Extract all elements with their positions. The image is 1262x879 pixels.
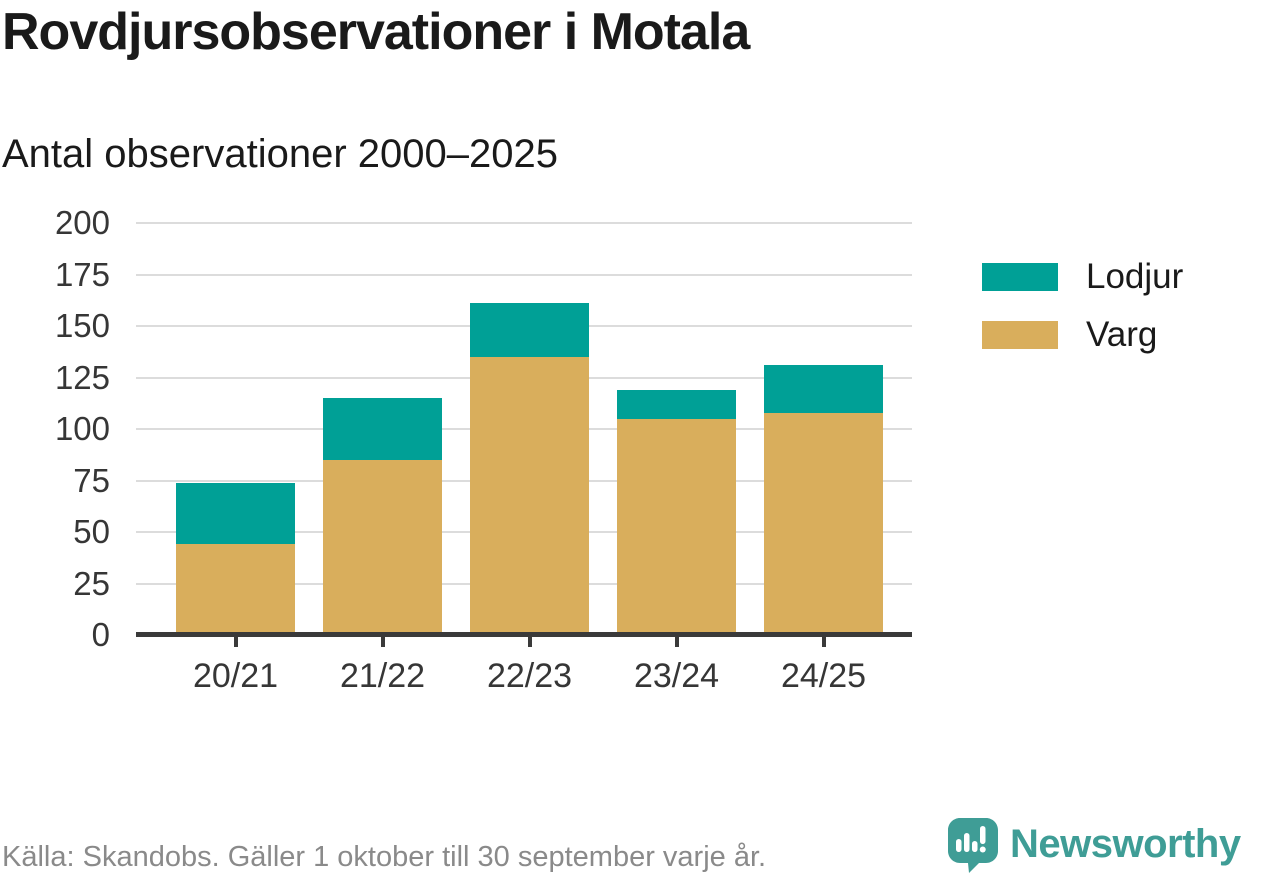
bar-segment-lodjur <box>176 482 295 545</box>
x-axis-tick-label: 23/24 <box>633 657 720 695</box>
source-note: Källa: Skandobs. Gäller 1 oktober till 3… <box>2 841 767 873</box>
legend-swatch-lodjur <box>982 262 1058 291</box>
chart-title: Rovdjursobservationer i Motala <box>2 3 750 61</box>
bar-segment-lodjur <box>323 398 442 460</box>
x-axis-tick-label: 20/21 <box>192 657 279 695</box>
bar-24-25 <box>764 365 883 635</box>
y-axis-tick-label: 50 <box>73 513 110 550</box>
legend-label: Varg <box>1086 314 1158 354</box>
legend: Lodjur Varg <box>982 257 1183 378</box>
bar-segment-varg <box>323 459 442 635</box>
y-gridline <box>136 222 912 224</box>
y-axis-tick-label: 100 <box>54 410 110 447</box>
bar-segment-varg <box>617 418 736 635</box>
newsworthy-logo: Newsworthy <box>948 818 1241 874</box>
bar-segment-varg <box>764 412 883 635</box>
y-axis-tick-label: 0 <box>91 616 110 653</box>
bar-segment-lodjur <box>470 303 589 357</box>
x-axis-tick-label: 22/23 <box>486 657 573 695</box>
x-axis-tick-label: 21/22 <box>339 657 426 695</box>
x-axis-tick <box>527 637 532 647</box>
y-axis-tick-label: 75 <box>73 461 110 499</box>
bar-21-22 <box>323 398 442 635</box>
x-axis-line <box>136 632 912 637</box>
y-axis-tick-label: 150 <box>54 307 110 344</box>
legend-item-varg: Varg <box>982 315 1183 354</box>
x-axis-tick <box>674 637 679 647</box>
x-axis-tick-label: 24/25 <box>780 657 867 695</box>
bar-segment-varg <box>470 356 589 635</box>
brand-wordmark: Newsworthy <box>1010 822 1241 866</box>
x-axis-tick <box>821 637 826 647</box>
y-axis-tick-label: 200 <box>54 204 110 241</box>
x-axis-tick <box>380 637 385 647</box>
y-gridline <box>136 273 912 276</box>
legend-swatch-varg <box>982 320 1058 349</box>
bar-20-21 <box>176 482 295 635</box>
bar-segment-varg <box>176 544 295 635</box>
legend-item-lodjur: Lodjur <box>982 257 1183 296</box>
bar-segment-lodjur <box>764 365 883 413</box>
x-axis-tick <box>233 637 238 647</box>
speech-bubble-bar-chart-icon <box>948 818 998 874</box>
bar-23-24 <box>617 389 736 635</box>
y-axis-tick-label: 25 <box>73 564 110 602</box>
bar-segment-lodjur <box>617 389 736 419</box>
y-axis-tick-label: 125 <box>54 358 110 396</box>
y-axis-tick-label: 175 <box>54 255 110 293</box>
legend-label: Lodjur <box>1086 256 1184 296</box>
chart-subtitle: Antal observationer 2000–2025 <box>2 132 558 176</box>
bar-22-23 <box>470 303 589 635</box>
